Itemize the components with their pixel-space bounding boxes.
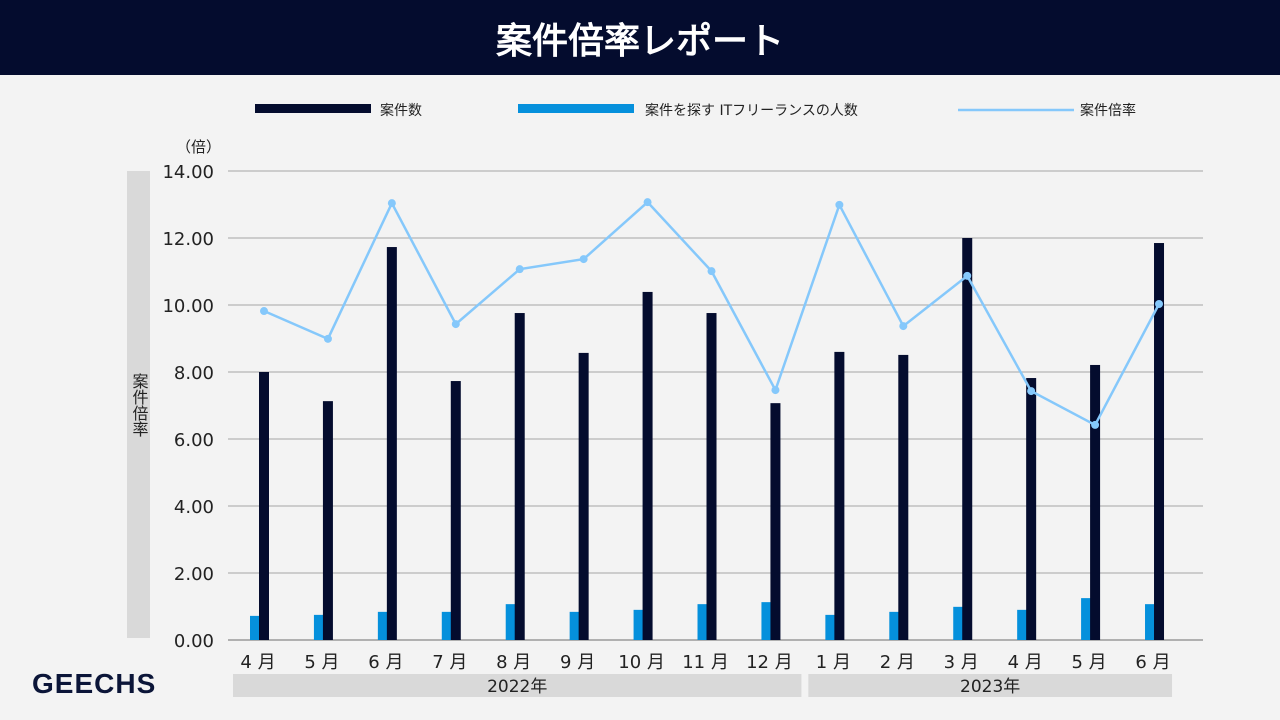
x-tick-label: 8 月 [496, 652, 531, 673]
line-point [771, 386, 780, 395]
line-point [963, 271, 972, 280]
bar-freelancers [250, 615, 260, 640]
legend-swatch [255, 104, 371, 113]
y-tick-label: 0.00 [174, 631, 214, 652]
x-tick-label: 4 月 [1008, 652, 1043, 673]
x-tick-label: 11 月 [682, 652, 729, 673]
bar-freelancers [761, 602, 772, 640]
line-point [260, 307, 268, 316]
y-tick-label: 6.00 [174, 430, 214, 451]
line-point [387, 199, 396, 208]
bar-freelancers [569, 611, 580, 640]
bar-projects [962, 238, 973, 640]
x-tick-label: 12 月 [746, 652, 793, 673]
y-tick-label: 12.00 [162, 229, 214, 250]
bar-projects [770, 403, 781, 640]
bar-projects [1026, 378, 1037, 640]
legend-label: 案件数 [380, 102, 422, 119]
y-axis-unit: （倍） [176, 138, 222, 156]
x-tick-label: 7 月 [432, 652, 467, 673]
bar-projects [706, 313, 717, 640]
bar-projects [259, 372, 269, 640]
x-tick-label: 4 月 [240, 652, 275, 673]
x-tick-label: 5 月 [1071, 652, 1106, 673]
bar-freelancers [441, 611, 452, 640]
bar-projects [1154, 243, 1165, 640]
bar-freelancers [377, 611, 388, 640]
y-tick-label: 10.00 [162, 296, 214, 317]
bar-freelancers [825, 614, 836, 640]
bar-freelancers [953, 606, 964, 640]
line-point [323, 334, 332, 343]
y-axis-label-band: 案件倍率 [127, 171, 150, 638]
x-tick-label: 5 月 [304, 652, 339, 673]
bar-freelancers [633, 609, 644, 640]
line-point [1091, 420, 1100, 429]
x-tick-label: 3 月 [944, 652, 979, 673]
bar-projects [642, 291, 653, 640]
x-tick-label: 10 月 [618, 652, 665, 673]
line-point [515, 265, 524, 274]
bar-projects [514, 313, 525, 640]
bar-projects [322, 401, 333, 640]
bar-freelancers [313, 614, 324, 640]
x-tick-label: 9 月 [560, 652, 595, 673]
logo: GEECHS [32, 668, 157, 699]
y-tick-label: 14.00 [162, 162, 214, 183]
line-point [1027, 387, 1036, 396]
y-tick-label: 8.00 [174, 363, 214, 384]
legend-label: 案件を探す ITフリーランスの人数 [645, 102, 858, 119]
line-point [643, 198, 652, 207]
line-point [451, 320, 460, 329]
bar-freelancers [889, 611, 900, 640]
line-point [1155, 299, 1164, 308]
x-tick-label: 6 月 [368, 652, 403, 673]
bar-freelancers [1017, 609, 1028, 640]
line-point [707, 267, 716, 276]
y-tick-label: 2.00 [174, 564, 214, 585]
y-axis-label: 案件倍率 [129, 372, 149, 437]
legend-label: 案件倍率 [1080, 102, 1136, 119]
x-tick-label: 1 月 [816, 652, 851, 673]
bar-freelancers [1145, 604, 1156, 640]
year-label: 2022年 [487, 677, 547, 697]
bar-freelancers [505, 604, 516, 640]
bar-projects [898, 354, 909, 640]
year-band [808, 674, 1173, 697]
page-title: 案件倍率レポート [0, 0, 1280, 75]
bar-projects [1090, 364, 1101, 640]
line-point [835, 200, 844, 209]
year-band [233, 674, 802, 697]
year-label: 2023年 [960, 677, 1020, 697]
line-point [579, 255, 588, 264]
bar-freelancers [1081, 598, 1092, 640]
x-tick-label: 2 月 [880, 652, 915, 673]
x-tick-label: 6 月 [1135, 652, 1170, 673]
y-tick-label: 4.00 [174, 497, 214, 518]
bar-projects [450, 381, 461, 640]
legend-swatch [518, 104, 634, 113]
bar-freelancers [697, 604, 708, 640]
bar-projects [386, 247, 397, 641]
line-point [899, 322, 908, 331]
bar-projects [834, 351, 845, 640]
bar-projects [578, 352, 589, 640]
